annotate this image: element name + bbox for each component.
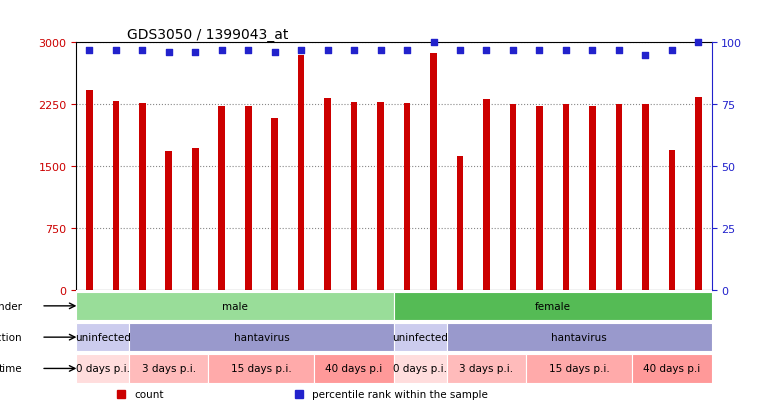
Point bbox=[163, 50, 175, 57]
Bar bbox=[139, 104, 145, 290]
Bar bbox=[616, 105, 622, 290]
Bar bbox=[245, 107, 251, 290]
Bar bbox=[129, 354, 209, 382]
Text: uninfected: uninfected bbox=[393, 332, 448, 342]
Bar bbox=[351, 103, 358, 290]
Text: hantavirus: hantavirus bbox=[234, 332, 289, 342]
Bar bbox=[113, 102, 119, 290]
Text: 15 days p.i.: 15 days p.i. bbox=[231, 363, 291, 373]
Bar bbox=[129, 323, 394, 351]
Point bbox=[428, 40, 440, 47]
Point bbox=[480, 47, 492, 54]
Bar bbox=[377, 103, 384, 290]
Point bbox=[613, 47, 625, 54]
Bar bbox=[430, 54, 437, 290]
Bar bbox=[76, 354, 129, 382]
Bar bbox=[218, 107, 225, 290]
Point bbox=[533, 47, 546, 54]
Bar bbox=[76, 323, 129, 351]
Text: count: count bbox=[135, 389, 164, 399]
Point bbox=[136, 47, 148, 54]
Point bbox=[693, 40, 705, 47]
Point bbox=[215, 47, 228, 54]
Bar bbox=[447, 354, 526, 382]
Text: uninfected: uninfected bbox=[75, 332, 131, 342]
Point bbox=[322, 47, 334, 54]
Text: GDS3050 / 1399043_at: GDS3050 / 1399043_at bbox=[127, 28, 288, 43]
Point bbox=[507, 47, 519, 54]
Bar bbox=[394, 323, 447, 351]
Bar bbox=[483, 100, 490, 290]
Text: 3 days p.i.: 3 days p.i. bbox=[142, 363, 196, 373]
Text: 15 days p.i.: 15 days p.i. bbox=[549, 363, 610, 373]
Bar bbox=[86, 90, 93, 290]
Bar bbox=[272, 119, 278, 290]
Bar bbox=[510, 105, 516, 290]
Bar bbox=[209, 354, 314, 382]
Bar bbox=[632, 354, 712, 382]
Text: infection: infection bbox=[0, 332, 22, 342]
Text: female: female bbox=[535, 301, 571, 311]
Point bbox=[401, 47, 413, 54]
Bar bbox=[394, 292, 712, 320]
Text: 40 days p.i: 40 days p.i bbox=[326, 363, 383, 373]
Text: time: time bbox=[0, 363, 22, 373]
Point bbox=[666, 47, 678, 54]
Bar bbox=[394, 354, 447, 382]
Point bbox=[189, 50, 202, 57]
Bar bbox=[562, 105, 569, 290]
Bar bbox=[695, 98, 702, 290]
Bar bbox=[76, 292, 394, 320]
Text: hantavirus: hantavirus bbox=[551, 332, 607, 342]
Bar bbox=[404, 104, 410, 290]
Text: 3 days p.i.: 3 days p.i. bbox=[460, 363, 514, 373]
Point bbox=[454, 47, 466, 54]
Text: 0 days p.i.: 0 days p.i. bbox=[393, 363, 447, 373]
Bar bbox=[457, 156, 463, 290]
Point bbox=[269, 50, 281, 57]
Point bbox=[110, 47, 122, 54]
Point bbox=[83, 47, 95, 54]
Point bbox=[348, 47, 360, 54]
Point bbox=[295, 47, 307, 54]
Text: 0 days p.i.: 0 days p.i. bbox=[75, 363, 129, 373]
Text: gender: gender bbox=[0, 301, 22, 311]
Bar bbox=[447, 323, 712, 351]
Bar bbox=[668, 150, 675, 290]
Point bbox=[639, 52, 651, 59]
Text: male: male bbox=[222, 301, 248, 311]
Bar bbox=[642, 105, 648, 290]
Point bbox=[374, 47, 387, 54]
Bar bbox=[589, 107, 596, 290]
Point bbox=[242, 47, 254, 54]
Text: percentile rank within the sample: percentile rank within the sample bbox=[313, 389, 489, 399]
Bar bbox=[165, 152, 172, 290]
Bar bbox=[324, 99, 331, 290]
Bar bbox=[314, 354, 394, 382]
Text: 40 days p.i: 40 days p.i bbox=[643, 363, 700, 373]
Point bbox=[586, 47, 598, 54]
Bar bbox=[537, 107, 543, 290]
Bar bbox=[192, 149, 199, 290]
Bar bbox=[298, 56, 304, 290]
Point bbox=[560, 47, 572, 54]
Bar bbox=[526, 354, 632, 382]
